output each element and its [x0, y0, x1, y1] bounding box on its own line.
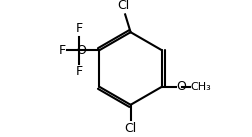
Text: O: O — [76, 44, 86, 57]
Text: F: F — [59, 44, 66, 57]
Text: Cl: Cl — [117, 0, 129, 12]
Text: O: O — [176, 80, 185, 93]
Text: CH₃: CH₃ — [190, 82, 210, 92]
Text: F: F — [75, 65, 83, 78]
Text: Cl: Cl — [124, 122, 136, 135]
Text: F: F — [75, 22, 83, 35]
